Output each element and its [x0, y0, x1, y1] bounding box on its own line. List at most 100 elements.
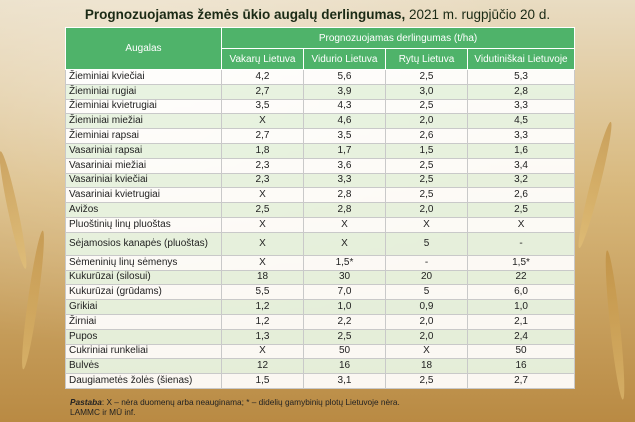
crop-name-cell: Vasariniai kviečiai: [65, 172, 222, 189]
yield-value-cell: 2,0: [385, 328, 468, 345]
table-row: Bulvės 12 16 18 16: [65, 358, 576, 375]
yield-value-cell: 1,2: [221, 313, 304, 330]
yield-value-cell: 2,5: [385, 69, 468, 85]
crop-name-cell: Vasariniai miežiai: [65, 157, 222, 174]
crop-name-cell: Žieminiai rugiai: [65, 83, 222, 100]
yield-value-cell: 18: [221, 269, 304, 286]
crop-name-cell: Žieminiai kviečiai: [65, 69, 222, 85]
yield-value-cell: 3,6: [303, 157, 386, 174]
crop-name-cell: Pupos: [65, 328, 222, 345]
yield-value-cell: 1,0: [303, 299, 386, 315]
header-forecast-group: Prognozuojamas derlingumas (t/ha): [220, 27, 576, 49]
yield-value-cell: 2,0: [385, 113, 468, 130]
yield-value-cell: X: [221, 187, 304, 204]
page-title: Prognozuojamas žemės ūkio augalų derling…: [0, 7, 635, 22]
yield-value-cell: 3,1: [303, 373, 386, 389]
yield-table-container: Augalas Prognozuojamas derlingumas (t/ha…: [65, 27, 576, 389]
yield-value-cell: 3,3: [303, 172, 386, 189]
table-row: Žieminiai rapsai 2,7 3,5 2,6 3,3: [65, 128, 576, 144]
yield-value-cell: 5,5: [221, 284, 304, 301]
header-region-central: Vidurio Lietuva: [303, 48, 386, 70]
crop-name-cell: Kukurūzai (grūdams): [65, 284, 222, 301]
crop-name-cell: Avižos: [65, 202, 222, 218]
yield-value-cell: 3,5: [303, 128, 386, 144]
crop-name-cell: Cukriniai runkeliai: [65, 343, 222, 360]
yield-value-cell: 5: [385, 231, 468, 256]
yield-value-cell: 3,3: [466, 128, 576, 144]
yield-value-cell: 2,3: [221, 172, 304, 189]
yield-value-cell: 2,0: [385, 202, 468, 218]
yield-value-cell: 1,5*: [466, 254, 576, 271]
yield-value-cell: 2,5: [385, 172, 468, 189]
table-row: Sėjamosios kanapės (pluoštas) X X 5-: [65, 231, 576, 256]
yield-value-cell: X: [221, 231, 304, 256]
header-region-average: Vidutiniškai Lietuvoje: [466, 48, 576, 70]
yield-value-cell: 6,0: [466, 284, 576, 301]
yield-value-cell: 50: [303, 343, 386, 360]
table-row: Vasariniai rapsai 1,8 1,7 1,5 1,6: [65, 142, 576, 159]
table-row: Daugiametės žolės (šienas) 1,5 3,1 2,5 2,7: [65, 373, 576, 389]
yield-value-cell: 1,5: [221, 373, 304, 389]
yield-value-cell: 12: [221, 358, 304, 375]
crop-name-cell: Bulvės: [65, 358, 222, 375]
title-main: Prognozuojamas žemės ūkio augalų derling…: [84, 7, 406, 22]
yield-value-cell: X: [221, 343, 304, 360]
table-row: Avižos 2,5 2,8 2,0 2,5: [65, 202, 576, 218]
yield-value-cell: 2,5: [385, 373, 468, 389]
yield-value-cell: 1,8: [221, 142, 304, 159]
yield-value-cell: 30: [303, 269, 386, 286]
yield-value-cell: 2,6: [385, 128, 468, 144]
crop-name-cell: Žieminiai rapsai: [65, 128, 222, 144]
yield-value-cell: 2,5: [385, 98, 468, 115]
yield-value-cell: 7,0: [303, 284, 386, 301]
wheat-stalk-decoration: [0, 150, 31, 270]
yield-value-cell: X: [385, 343, 468, 360]
table-row: Žieminiai rugiai 2,7 3,9 3,0 2,8: [65, 83, 576, 100]
yield-value-cell: 3,9: [303, 83, 386, 100]
table-row: Žieminiai kviečiai 4,2 5,6 2,5 5,3: [65, 69, 576, 85]
yield-value-cell: 1,5: [385, 142, 468, 159]
yield-value-cell: 16: [466, 358, 576, 375]
yield-value-cell: 3,0: [385, 83, 468, 100]
yield-value-cell: 2,7: [221, 128, 304, 144]
yield-value-cell: 4,3: [303, 98, 386, 115]
table-row: Žieminiai kvietrugiai 3,5 4,3 2,5 3,3: [65, 98, 576, 115]
yield-value-cell: 18: [385, 358, 468, 375]
yield-value-cell: X: [385, 216, 468, 233]
yield-value-cell: 4,5: [466, 113, 576, 130]
crop-name-cell: Sėmeninių linų sėmenys: [65, 254, 222, 271]
crop-name-cell: Vasariniai rapsai: [65, 142, 222, 159]
yield-value-cell: 5,6: [303, 69, 386, 85]
crop-name-cell: Daugiametės žolės (šienas): [65, 373, 222, 389]
yield-value-cell: 3,3: [466, 98, 576, 115]
footnote-label: Pastaba: [70, 397, 102, 407]
yield-value-cell: 2,8: [303, 187, 386, 204]
yield-value-cell: X: [303, 231, 386, 256]
crop-name-cell: Pluoštinių linų pluoštas: [65, 216, 222, 233]
table-row: Žieminiai miežiai X 4,6 2,0 4,5: [65, 113, 576, 130]
crop-name-cell: Žirniai: [65, 313, 222, 330]
yield-value-cell: 1,3: [221, 328, 304, 345]
yield-value-cell: 2,5: [466, 202, 576, 218]
yield-value-cell: 1,2: [221, 299, 304, 315]
yield-value-cell: 2,7: [466, 373, 576, 389]
yield-value-cell: 2,3: [221, 157, 304, 174]
table-body: Žieminiai kviečiai 4,2 5,6 2,5 5,3 Žieminiai …: [65, 69, 576, 389]
yield-value-cell: 1,5*: [303, 254, 386, 271]
yield-value-cell: 2,6: [466, 187, 576, 204]
footnote-text: : X – nėra duomenų arba neauginama; * – …: [101, 397, 400, 407]
crop-name-cell: Žieminiai miežiai: [65, 113, 222, 130]
table-row: Vasariniai kviečiai 2,3 3,3 2,5 3,2: [65, 172, 576, 189]
yield-value-cell: 4,6: [303, 113, 386, 130]
yield-value-cell: 2,8: [303, 202, 386, 218]
wheat-stalk-decoration: [602, 249, 628, 401]
table-row: Vasariniai kvietrugiai X 2,8 2,5 2,6: [65, 187, 576, 204]
yield-value-cell: 1,6: [466, 142, 576, 159]
yield-value-cell: 2,5: [385, 157, 468, 174]
yield-table: Augalas Prognozuojamas derlingumas (t/ha…: [65, 27, 576, 389]
yield-value-cell: 2,2: [303, 313, 386, 330]
yield-value-cell: 2,5: [385, 187, 468, 204]
yield-value-cell: 2,4: [466, 328, 576, 345]
yield-value-cell: 3,4: [466, 157, 576, 174]
yield-value-cell: 1,7: [303, 142, 386, 159]
